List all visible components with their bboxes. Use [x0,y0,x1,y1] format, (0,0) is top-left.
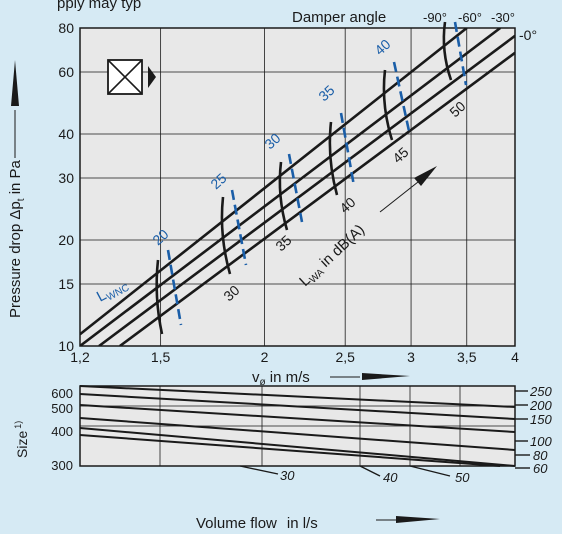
top-cut-text: pply may typ [57,0,141,12]
lwnc-mark [287,153,304,223]
size-line [79,417,516,451]
size-right-100: 100 [530,434,552,449]
size-chart: 600 500 400 300 250 200 150 100 80 60 30… [13,384,552,532]
y-tick-label: 30 [58,170,74,186]
damper-series-line [98,34,515,346]
lwnc-mark [230,189,248,266]
size-right-250: 250 [529,384,552,399]
pressure-tick-labels: 1,2 1,5 2 2,5 3 3,5 4 10 15 20 30 40 60 80 [58,20,519,365]
lwnc-mark [166,249,183,326]
lwnc-mark [453,21,468,86]
lwa-mark [328,121,339,196]
lwnc-mark [339,112,356,187]
lwa-arrow-icon [414,166,437,186]
x-tick-label: 1,5 [151,349,171,365]
svg-text:Pressure drop Δpt in Pa: Pressure drop Δpt in Pa [7,159,27,318]
damper-angle-label: Damper angle [292,9,386,26]
flow-leader [409,465,451,477]
damper-series-line [80,28,468,336]
flow-tick-50: 50 [455,470,470,485]
size-tick-500: 500 [51,401,73,416]
damper-angle-0: -0° [519,27,537,43]
lwnc-mark [392,61,411,132]
size-tick-300: 300 [51,458,73,473]
x-tick-label: 2,5 [335,349,355,365]
y-tick-label: 20 [58,232,74,248]
size-lines [79,385,530,477]
size-line [79,393,516,420]
damper-symbol-icon [107,59,156,95]
x-axis-label: vø in m/s [252,369,410,388]
lwa-mark [382,69,394,141]
lwa-mark [278,161,289,231]
damper-series-line [119,51,515,346]
size-right-80: 80 [533,448,548,463]
size-right-200: 200 [529,398,552,413]
flow-leader [359,465,381,477]
x-tick-label: 2 [261,349,269,365]
svg-text:vø in m/s: vø in m/s [252,369,310,388]
size-line [79,385,516,408]
size-axis-label: Size1) [13,421,30,458]
damper-angle-60: -60° [458,10,482,25]
x-tick-label: 3 [407,349,415,365]
y-tick-label: 40 [58,126,74,142]
svg-text:Size1): Size1) [13,421,30,458]
y-tick-label: 15 [58,276,74,292]
size-tick-400: 400 [51,424,73,439]
lwa-mark [442,21,453,81]
lwa-mark [220,196,232,275]
damper-series-line [80,28,502,346]
y-axis-label: Pressure drop Δpt in Pa [7,60,27,318]
flow-leader [239,465,279,475]
volume-flow-label: Volume flow in l/s [196,515,440,532]
size-right-150: 150 [530,412,552,427]
size-tick-600: 600 [51,386,73,401]
lwa-mark [155,259,164,335]
y-tick-label: 10 [58,338,74,354]
y-tick-label: 60 [58,64,74,80]
y-tick-label: 80 [58,20,74,36]
pressure-grid [80,28,515,346]
x-tick-label: 1,2 [70,349,90,365]
flow-tick-40: 40 [383,470,398,485]
size-right-60: 60 [533,461,548,476]
lwa-arrow-line [379,181,419,213]
size-line [79,404,516,433]
damper-angle-90: -90° [423,10,447,25]
damper-angle-30: -30° [491,10,515,25]
x-tick-label: 3,5 [457,349,477,365]
x-tick-label: 4 [511,349,519,365]
flow-tick-30: 30 [280,468,295,483]
size-line [79,427,516,467]
damper-lines [80,28,515,346]
size-line [79,434,501,467]
